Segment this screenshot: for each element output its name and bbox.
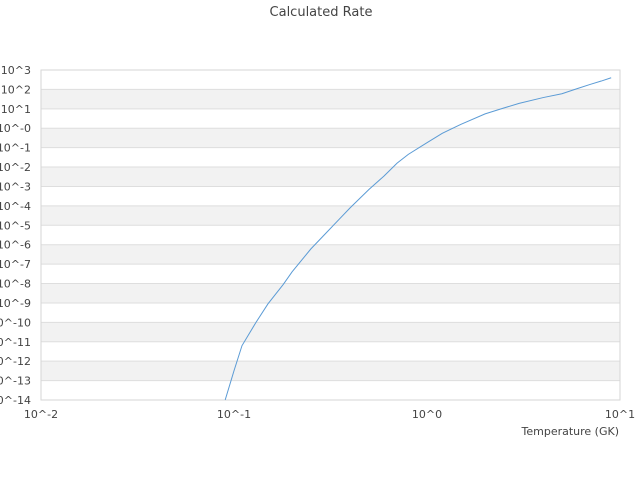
y-tick-label: 10^-7	[0, 258, 31, 271]
y-tick-label: 10^2	[1, 83, 31, 96]
y-tick-label: 10^-10	[0, 316, 31, 329]
chart-title: Calculated Rate	[270, 5, 373, 20]
x-axis-title: Temperature (GK)	[521, 425, 620, 438]
grid-band	[41, 167, 620, 187]
grid-band	[41, 186, 620, 206]
grid-band	[41, 283, 620, 303]
y-tick-label: 10^3	[1, 64, 31, 77]
grid-band	[41, 205, 620, 226]
y-tick-label: 10^1	[1, 103, 31, 116]
rate-series-line	[224, 77, 612, 401]
grid-band	[41, 264, 620, 284]
y-tick-label: 10^-12	[0, 355, 31, 368]
grid-band	[41, 302, 620, 323]
y-tick-label: 10^-3	[0, 180, 31, 193]
series-group	[224, 77, 612, 401]
grid-band	[41, 89, 620, 109]
y-tick-label: 10^-8	[0, 278, 31, 291]
grid-band	[41, 128, 620, 148]
grid-band	[41, 147, 620, 168]
x-tick-label: 10^-1	[217, 408, 251, 421]
grid-band	[41, 244, 620, 265]
y-tick-label: 10^-0	[0, 122, 31, 135]
x-tick-label: 10^0	[412, 408, 442, 421]
y-axis-labels: 10^-14 10^-13 10^-12 10^-11 10^-10 10^-9 10^-8…	[0, 64, 31, 407]
grid-bands	[40, 69, 621, 401]
x-axis-labels: 10^-2 10^-1 10^0 10^1	[24, 408, 635, 421]
x-tick-label: 10^-2	[24, 408, 58, 421]
y-tick-label: 10^-14	[0, 394, 31, 407]
y-tick-label: 10^-9	[0, 297, 31, 310]
y-tick-label: 10^-5	[0, 219, 31, 232]
grid-band	[41, 361, 620, 381]
grid-band	[41, 341, 620, 362]
plot-frame	[40, 69, 621, 401]
y-tick-label: 10^-11	[0, 336, 31, 349]
y-tick-label: 10^-2	[0, 161, 31, 174]
grid-band	[41, 225, 620, 245]
grid-band	[41, 108, 620, 129]
x-tick-label: 10^1	[605, 408, 635, 421]
grid-band	[41, 380, 620, 400]
y-tick-label: 10^-13	[0, 375, 31, 388]
y-tick-label: 10^-4	[0, 200, 31, 213]
grid-band	[41, 70, 620, 90]
y-tick-label: 10^-6	[0, 239, 31, 252]
y-tick-label: 10^-1	[0, 142, 31, 155]
grid-band	[41, 322, 620, 342]
